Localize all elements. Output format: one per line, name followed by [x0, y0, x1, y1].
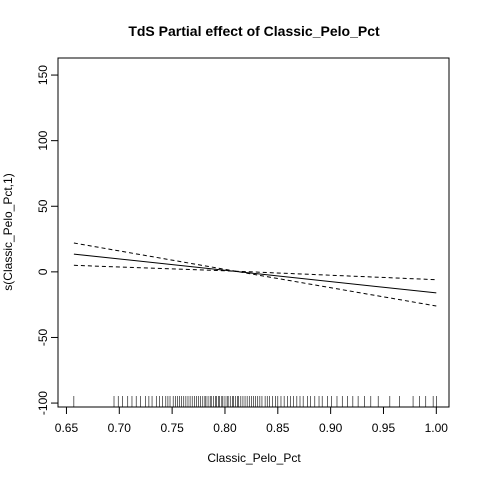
x-tick-label: 0.65	[55, 421, 79, 435]
x-tick-label: 0.70	[108, 421, 132, 435]
x-tick-label: 0.80	[213, 421, 237, 435]
series-layer	[73, 242, 437, 307]
confidence-band-line	[73, 264, 437, 281]
y-axis: -100 -50 0 50 100 150	[36, 65, 59, 415]
x-axis: 0.65 0.70 0.75 0.80 0.85 0.90 0.95 1.00	[55, 406, 449, 435]
x-tick-label: 0.85	[266, 421, 290, 435]
fit-line	[73, 253, 437, 294]
x-tick-label: 0.75	[160, 421, 184, 435]
y-tick-label: -50	[36, 328, 50, 346]
rug-layer	[73, 396, 437, 407]
y-tick-label: 150	[36, 65, 50, 85]
x-tick-label: 0.95	[372, 421, 396, 435]
chart-title: TdS Partial effect of Classic_Pelo_Pct	[128, 23, 380, 39]
x-tick-label: 0.90	[319, 421, 343, 435]
x-tick-label: 1.00	[425, 421, 449, 435]
y-tick-label: 100	[36, 130, 50, 150]
confidence-band-line	[73, 242, 437, 307]
y-tick-label: -100	[36, 391, 50, 415]
plot-frame	[57, 57, 450, 408]
x-axis-label: Classic_Pelo_Pct	[207, 451, 301, 465]
y-tick-label: 50	[36, 199, 50, 213]
y-tick-label: 0	[36, 268, 50, 275]
y-axis-label: s(Classic_Pelo_Pct,1)	[1, 173, 15, 290]
